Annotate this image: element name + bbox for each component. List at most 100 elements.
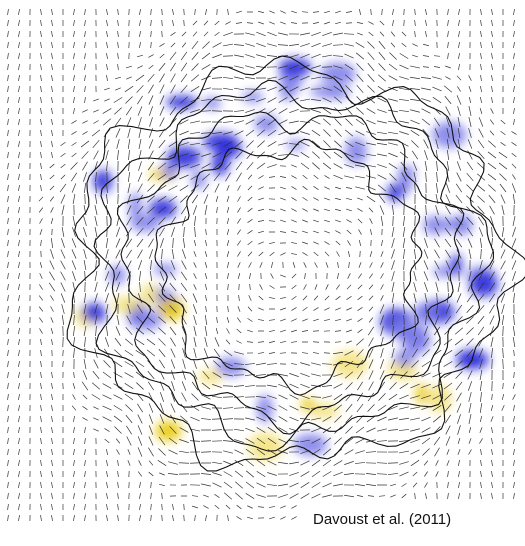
blue-blob: [167, 146, 202, 168]
vector: [234, 450, 243, 454]
vector: [160, 118, 165, 127]
vector: [171, 85, 176, 94]
vector: [358, 307, 363, 310]
blue-blob: [394, 350, 416, 366]
vector: [137, 239, 143, 247]
vector: [93, 371, 99, 379]
vector: [162, 504, 163, 510]
vector: [326, 262, 328, 268]
vector: [41, 53, 42, 59]
vector: [268, 141, 277, 146]
vector: [149, 249, 152, 258]
vector: [477, 196, 484, 203]
vector: [50, 295, 53, 300]
vector: [378, 185, 386, 191]
vector: [513, 293, 514, 303]
vector: [85, 460, 86, 466]
vector: [491, 53, 492, 59]
vector: [138, 161, 141, 171]
vector: [481, 471, 482, 477]
vector: [301, 461, 310, 465]
vector: [236, 162, 242, 170]
vector: [358, 329, 363, 333]
vector: [311, 494, 320, 498]
vector: [502, 227, 504, 237]
vector: [84, 337, 85, 347]
vector: [246, 130, 254, 136]
vector: [18, 427, 19, 433]
vector: [158, 328, 165, 335]
vector: [369, 307, 373, 312]
vector: [404, 260, 405, 270]
vector: [481, 482, 482, 488]
vector: [313, 242, 318, 244]
vector: [368, 22, 373, 25]
vector: [437, 172, 438, 182]
vector: [236, 341, 241, 344]
vector: [355, 462, 365, 463]
vector: [71, 120, 76, 123]
vector: [149, 436, 153, 445]
vector: [82, 110, 87, 113]
vector: [358, 229, 361, 234]
vector: [72, 260, 76, 269]
vector: [344, 461, 353, 464]
vector: [469, 86, 471, 92]
vector: [61, 272, 66, 281]
vector: [346, 382, 353, 389]
vector: [181, 404, 187, 412]
vector: [71, 162, 78, 169]
vector: [194, 216, 195, 226]
vector: [116, 326, 120, 335]
vector: [258, 11, 264, 13]
vector: [447, 449, 449, 455]
vector: [279, 416, 288, 421]
vector: [258, 507, 264, 508]
vector: [158, 449, 165, 456]
vector: [118, 9, 119, 15]
vector: [18, 207, 19, 213]
vector: [404, 9, 405, 15]
vector: [480, 416, 481, 422]
vector: [488, 152, 496, 158]
vector: [223, 408, 233, 409]
vector: [227, 328, 230, 333]
vector: [280, 330, 286, 332]
vector: [334, 460, 343, 465]
vector: [159, 43, 164, 46]
vector: [204, 32, 208, 36]
vector: [18, 42, 19, 48]
vector: [18, 174, 19, 180]
vector: [228, 515, 229, 521]
vector: [41, 42, 42, 48]
vector: [227, 262, 228, 268]
vector: [84, 183, 85, 193]
vector: [303, 307, 308, 310]
blue-blob: [286, 140, 305, 150]
vector: [369, 359, 373, 368]
vector: [127, 437, 131, 446]
vector: [491, 42, 492, 48]
vector: [325, 296, 329, 300]
vector: [446, 436, 450, 445]
vector: [446, 194, 450, 203]
vector: [434, 448, 439, 457]
vector: [8, 471, 9, 477]
vector: [356, 131, 365, 136]
vector: [399, 77, 409, 80]
vector: [389, 394, 397, 400]
vector: [424, 260, 428, 269]
vector: [115, 118, 121, 126]
vector: [51, 339, 52, 345]
vector: [171, 43, 175, 47]
vector: [324, 187, 329, 190]
vector: [225, 22, 230, 25]
vector: [205, 515, 206, 521]
vector: [369, 208, 373, 212]
vector: [322, 44, 332, 47]
vector: [139, 42, 140, 48]
vector: [357, 63, 364, 70]
vector: [304, 284, 307, 289]
vector: [248, 307, 252, 311]
vector: [18, 482, 19, 488]
